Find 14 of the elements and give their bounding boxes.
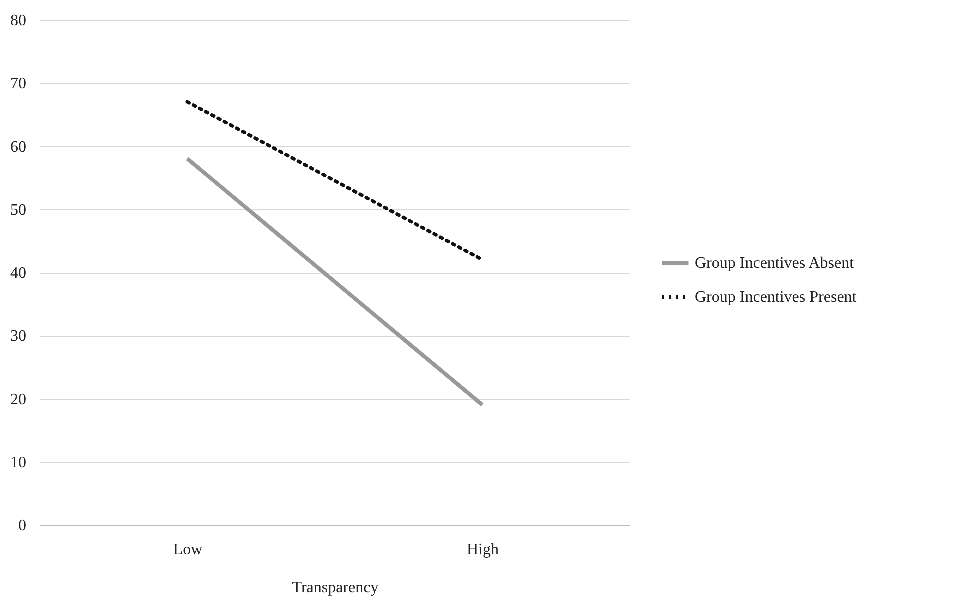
y-tick-label: 0	[18, 518, 26, 534]
y-tick-label: 80	[10, 12, 26, 30]
legend-label: Group Incentives Absent	[695, 255, 855, 272]
y-tick-label: 10	[10, 454, 26, 472]
y-tick-label: 50	[10, 202, 26, 219]
y-tick-label: 70	[10, 76, 26, 93]
x-tick-label: High	[467, 542, 499, 558]
legend-label: Group Incentives Present	[695, 289, 858, 306]
y-tick-label: 20	[10, 391, 26, 408]
y-tick-label: 60	[10, 138, 26, 156]
y-tick-label: 40	[10, 265, 26, 282]
y-tick-label: 30	[10, 328, 26, 346]
x-tick-label: Low	[173, 542, 204, 558]
x-axis-title: Transparency	[292, 580, 379, 596]
